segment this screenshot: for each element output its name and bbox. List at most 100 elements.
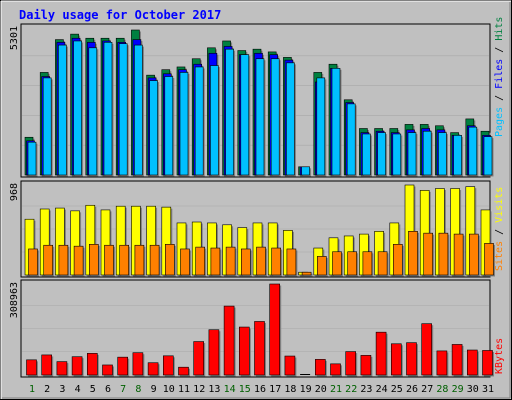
bar-kbytes-day-28 — [436, 350, 448, 376]
legend-separator: / — [494, 223, 505, 241]
bar-kbytes-day-5 — [87, 353, 98, 376]
bar-kbytes-day-25 — [390, 343, 402, 376]
day-label-30: 30 — [467, 384, 479, 395]
bar-kbytes-day-18 — [284, 355, 296, 376]
day-label-23: 23 — [360, 384, 372, 395]
bar-sites-day-29 — [453, 233, 464, 276]
bar-sites-day-22 — [347, 251, 358, 276]
bar-kbytes-day-13 — [208, 329, 220, 376]
bar-pages-day-26 — [407, 132, 417, 176]
bar-pages-day-27 — [422, 130, 432, 176]
bar-sites-day-20 — [316, 256, 327, 276]
bar-sites-day-26 — [408, 231, 418, 276]
bar-kbytes-day-26 — [406, 342, 417, 376]
day-label-15: 15 — [239, 384, 251, 395]
bar-pages-day-8 — [134, 44, 143, 176]
bar-sites-day-24 — [377, 251, 388, 276]
bar-kbytes-day-6 — [102, 364, 113, 376]
bar-pages-day-16 — [255, 58, 265, 176]
day-label-24: 24 — [376, 384, 388, 395]
day-label-31: 31 — [482, 384, 494, 395]
bar-kbytes-day-30 — [466, 349, 478, 376]
bar-sites-day-15 — [241, 248, 251, 276]
bar-pages-day-9 — [149, 80, 158, 176]
day-label-8: 8 — [135, 384, 141, 395]
bar-pages-day-23 — [362, 133, 371, 176]
bar-pages-day-22 — [346, 103, 356, 176]
day-label-7: 7 — [120, 384, 126, 395]
bar-pages-day-10 — [164, 76, 174, 176]
bar-sites-day-14 — [225, 246, 236, 276]
bars-layer — [24, 29, 495, 377]
bar-sites-day-17 — [271, 247, 282, 276]
bar-sites-day-13 — [210, 247, 221, 276]
bar-sites-day-8 — [134, 244, 145, 276]
bar-pages-day-11 — [179, 72, 189, 176]
bar-kbytes-day-3 — [56, 361, 68, 376]
bar-pages-day-12 — [194, 66, 204, 176]
day-label-13: 13 — [208, 384, 220, 395]
bar-kbytes-day-11 — [178, 366, 189, 376]
bar-kbytes-day-10 — [163, 355, 174, 376]
bar-kbytes-day-16 — [254, 321, 265, 376]
bar-kbytes-day-21 — [330, 363, 341, 376]
bar-kbytes-day-31 — [482, 350, 493, 376]
legend-kbytes-group: KBytes — [494, 338, 505, 374]
bar-sites-day-3 — [58, 244, 69, 276]
bar-kbytes-day-1 — [26, 359, 37, 376]
bar-sites-day-11 — [180, 248, 190, 276]
bar-pages-day-17 — [270, 58, 280, 176]
legend-hits: Hits — [494, 17, 505, 41]
day-label-18: 18 — [284, 384, 296, 395]
bar-kbytes-day-4 — [71, 356, 83, 376]
legend-visits: Visits — [494, 187, 505, 223]
day-labels: 1 2 3 4 5 6 7 8 9 10 11 12 13 14 15 16 17 18 19 20 21 22 23 24 2… — [29, 384, 494, 395]
legend-pages: Pages — [494, 107, 505, 137]
bar-sites-day-30 — [468, 233, 479, 276]
bar-kbytes-day-20 — [314, 359, 326, 376]
legend-sites-visits: Sites / Visits — [494, 187, 505, 271]
day-label-4: 4 — [75, 384, 81, 395]
legend-kbytes: KBytes — [494, 338, 505, 374]
bar-sites-day-23 — [362, 251, 373, 276]
bar-kbytes-day-12 — [193, 341, 204, 376]
bar-sites-day-4 — [73, 245, 84, 276]
day-label-16: 16 — [254, 384, 266, 395]
bar-pages-day-28 — [438, 132, 447, 176]
day-label-19: 19 — [300, 384, 312, 395]
hits-panel-max-label: 5301 — [9, 26, 20, 50]
bar-kbytes-day-22 — [345, 351, 357, 376]
bar-kbytes-day-17 — [269, 283, 281, 376]
legend-separator: / — [494, 41, 505, 59]
day-label-10: 10 — [163, 384, 175, 395]
day-label-21: 21 — [330, 384, 342, 395]
bar-pages-day-24 — [377, 132, 386, 176]
bar-pages-day-7 — [118, 43, 128, 176]
bar-kbytes-day-24 — [375, 331, 387, 376]
day-label-26: 26 — [406, 384, 418, 395]
bar-kbytes-day-8 — [132, 352, 144, 376]
day-label-12: 12 — [193, 384, 205, 395]
bar-pages-day-21 — [331, 68, 341, 176]
bar-sites-day-6 — [104, 244, 114, 276]
day-label-22: 22 — [345, 384, 357, 395]
legend-files: Files — [494, 59, 505, 89]
bar-pages-day-3 — [58, 44, 67, 176]
bar-pages-day-20 — [316, 77, 326, 176]
day-label-29: 29 — [452, 384, 464, 395]
bar-sites-day-27 — [423, 232, 434, 276]
bar-sites-day-28 — [438, 232, 449, 276]
day-label-6: 6 — [105, 384, 111, 395]
legend-pages-files-hits: Pages / Files / Hits — [494, 17, 505, 137]
bar-kbytes-day-14 — [223, 305, 235, 376]
bar-pages-day-29 — [453, 135, 462, 176]
bar-pages-day-1 — [27, 141, 37, 176]
bar-sites-day-18 — [286, 248, 297, 276]
day-label-20: 20 — [315, 384, 327, 395]
bar-kbytes-day-19 — [300, 374, 311, 375]
bar-pages-day-18 — [286, 62, 295, 176]
bar-sites-day-9 — [149, 244, 160, 276]
bar-sites-day-1 — [28, 248, 38, 276]
day-label-11: 11 — [178, 384, 190, 395]
